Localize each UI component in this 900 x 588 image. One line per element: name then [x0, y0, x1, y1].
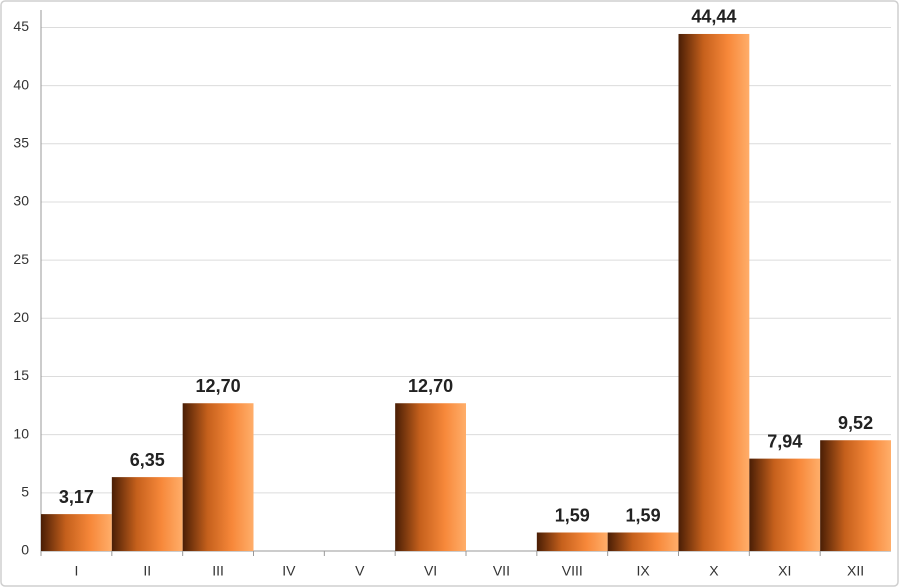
bar: [820, 440, 891, 551]
bar: [395, 403, 466, 551]
bar: [536, 532, 608, 551]
y-tick-label: 10: [13, 425, 29, 441]
x-tick-label: VII: [493, 563, 510, 579]
bar: [678, 33, 750, 552]
bar: [607, 532, 679, 551]
x-tick-label: VI: [424, 563, 437, 579]
value-label: 12,70: [196, 376, 241, 396]
y-tick-label: 30: [13, 193, 29, 209]
y-tick-label: 0: [21, 542, 29, 558]
x-tick-label: V: [355, 563, 365, 579]
y-tick-label: 45: [13, 18, 29, 34]
x-tick-label: III: [212, 563, 224, 579]
y-tick-label: 5: [21, 484, 29, 500]
y-tick-label: 40: [13, 76, 29, 92]
value-label: 44,44: [691, 7, 736, 27]
x-tick-label: XI: [778, 563, 791, 579]
value-label: 3,17: [59, 487, 94, 507]
bar: [749, 458, 821, 551]
y-tick-label: 35: [13, 134, 29, 150]
bar: [111, 477, 183, 551]
value-label: 12,70: [408, 376, 453, 396]
value-label: 6,35: [130, 450, 165, 470]
x-tick-label: X: [709, 563, 719, 579]
value-label: 7,94: [767, 431, 802, 451]
x-tick-label: XII: [847, 563, 864, 579]
x-tick-label: II: [143, 563, 151, 579]
y-tick-label: 15: [13, 367, 29, 383]
x-tick-label: IX: [636, 563, 650, 579]
value-label: 1,59: [626, 505, 661, 525]
bar: [41, 514, 112, 551]
value-label: 1,59: [555, 505, 590, 525]
x-tick-label: IV: [282, 563, 296, 579]
bar: [182, 403, 254, 551]
x-tick-label: I: [74, 563, 78, 579]
y-tick-label: 25: [13, 251, 29, 267]
x-tick-label: VIII: [562, 563, 583, 579]
y-tick-label: 20: [13, 309, 29, 325]
value-label: 9,52: [838, 413, 873, 433]
